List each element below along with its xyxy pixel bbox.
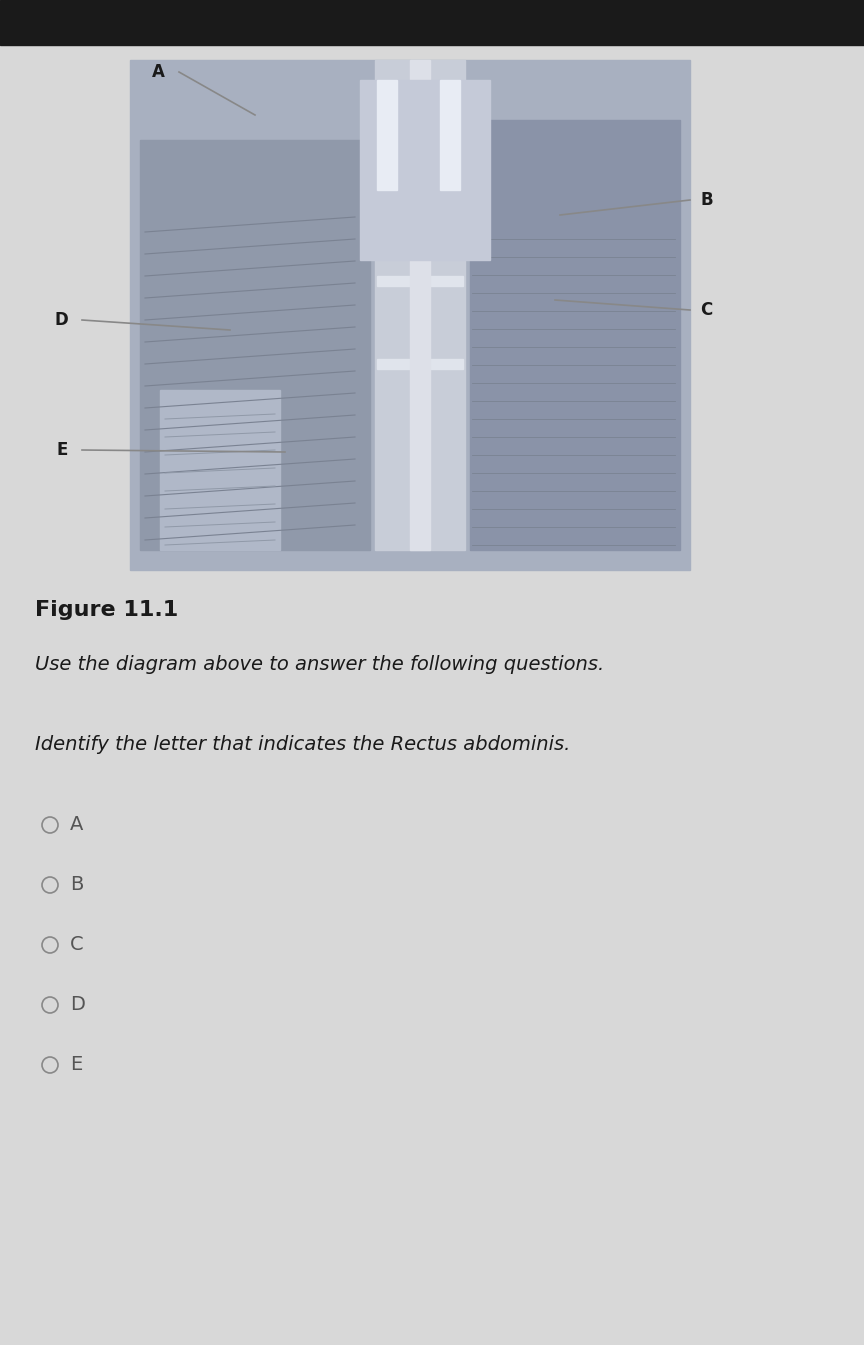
Text: A: A [70, 815, 83, 834]
FancyBboxPatch shape [410, 61, 430, 550]
Bar [377, 178, 463, 187]
Bar [440, 79, 460, 190]
FancyBboxPatch shape [470, 120, 680, 550]
Text: Use the diagram above to answer the following questions.: Use the diagram above to answer the foll… [35, 655, 604, 674]
Text: E: E [70, 1056, 82, 1075]
Bar [375, 61, 465, 550]
Bar [0, 0, 864, 44]
Bar [377, 276, 463, 285]
Bar [130, 61, 690, 570]
Text: B: B [700, 191, 713, 208]
FancyBboxPatch shape [360, 79, 490, 260]
Text: B: B [70, 876, 83, 894]
Bar [377, 359, 463, 369]
Text: Figure 11.1: Figure 11.1 [35, 600, 178, 620]
Text: A: A [152, 63, 165, 81]
Bar [377, 79, 397, 190]
Text: E: E [57, 441, 68, 459]
Text: D: D [54, 311, 68, 330]
Text: Identify the letter that indicates the Rectus abdominis.: Identify the letter that indicates the R… [35, 734, 570, 755]
Bar [160, 390, 280, 550]
Text: C: C [700, 301, 712, 319]
Text: C: C [70, 936, 84, 955]
Text: D: D [70, 995, 85, 1014]
FancyBboxPatch shape [140, 140, 370, 550]
